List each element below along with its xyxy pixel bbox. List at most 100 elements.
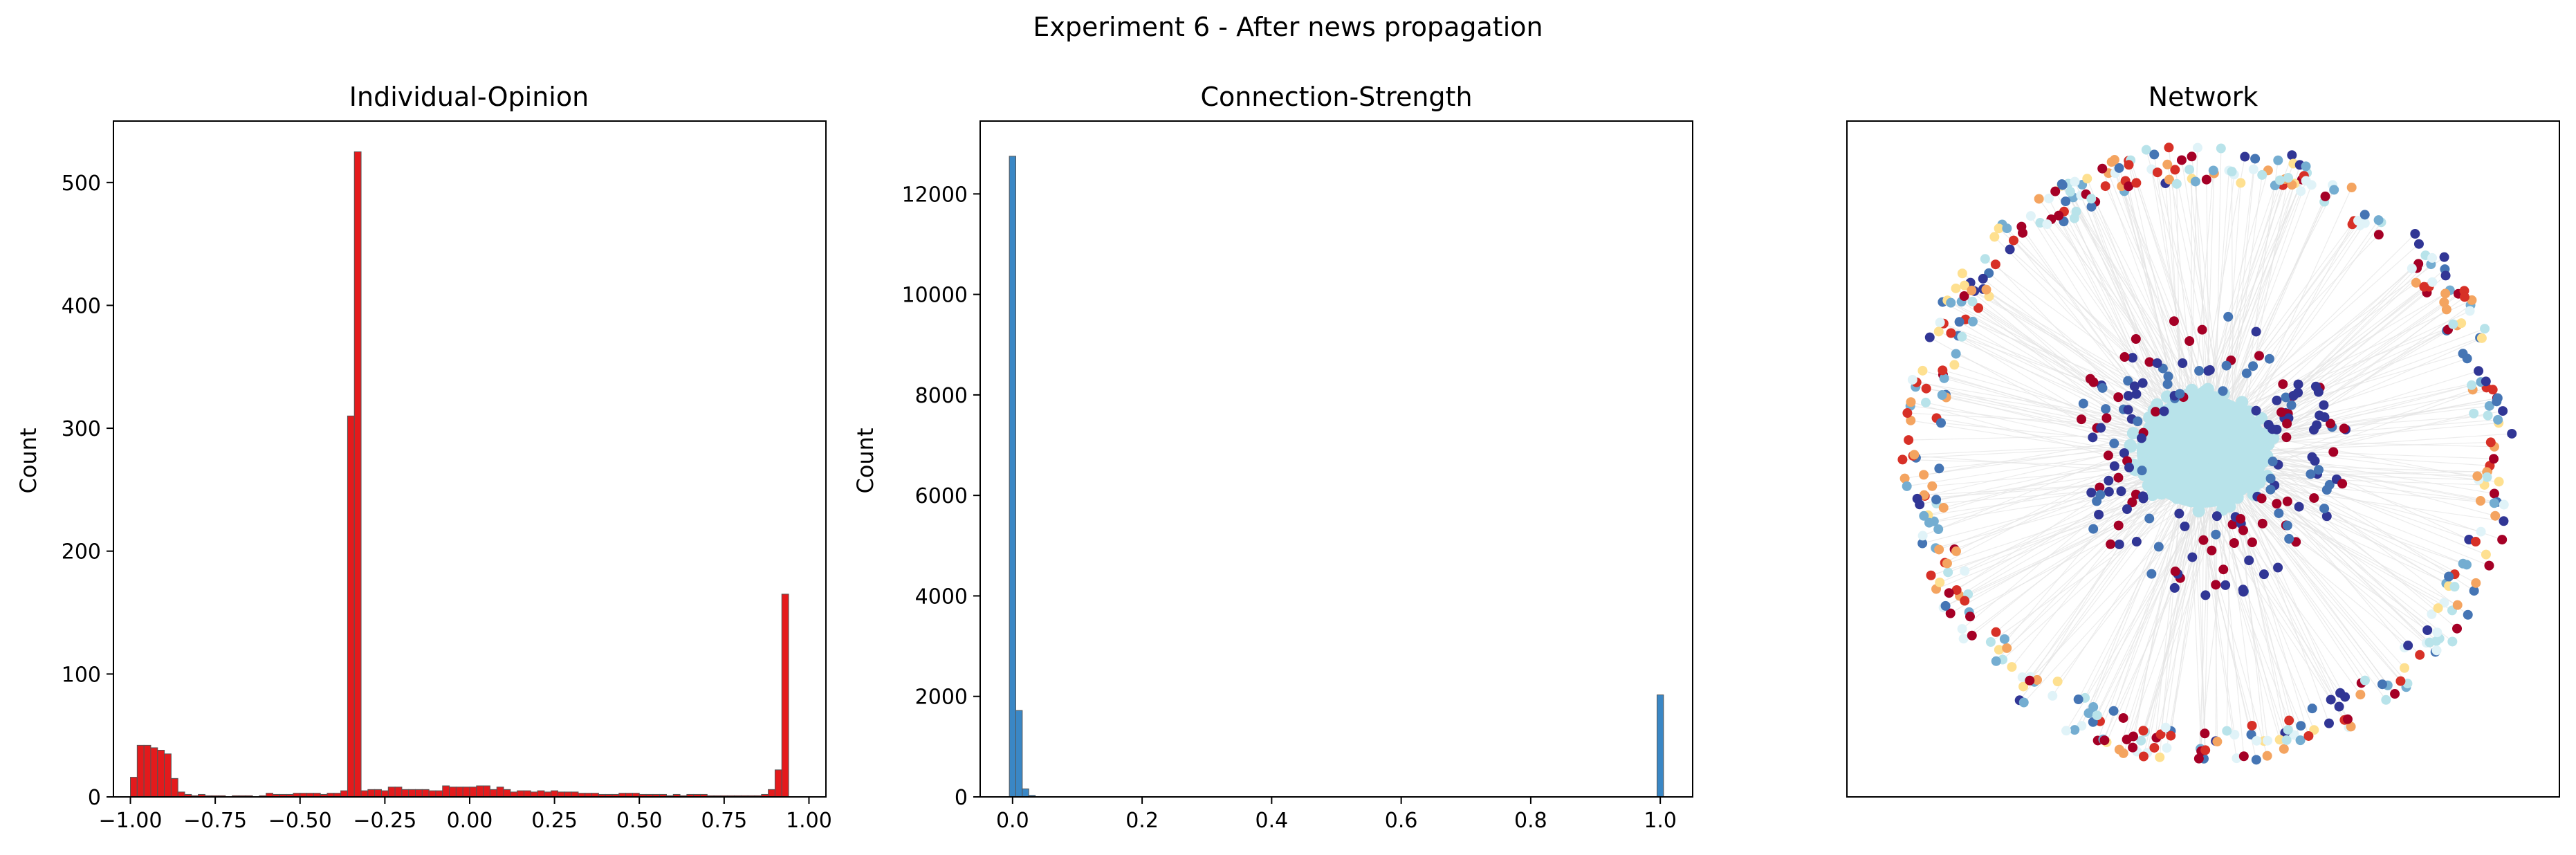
network-node bbox=[2108, 706, 2119, 716]
connection-strength-ylabel: Count bbox=[852, 428, 878, 493]
network-node bbox=[2272, 395, 2282, 405]
network-node bbox=[2265, 484, 2276, 495]
network-node bbox=[2251, 405, 2261, 416]
network-node bbox=[2086, 488, 2097, 498]
network-node bbox=[2307, 704, 2317, 714]
network-node bbox=[2113, 392, 2124, 403]
network-edge bbox=[2232, 457, 2330, 724]
network-node bbox=[2301, 176, 2311, 186]
histogram-bar bbox=[551, 790, 559, 798]
individual-opinion-ylabel: Count bbox=[15, 428, 42, 493]
network-node bbox=[2169, 316, 2179, 327]
network-node bbox=[2433, 603, 2443, 614]
network-node bbox=[1938, 502, 1949, 513]
xtick-label: 0.50 bbox=[616, 809, 663, 833]
network-node bbox=[2144, 357, 2155, 367]
network-node bbox=[2061, 196, 2071, 207]
network-node bbox=[2198, 535, 2209, 545]
network-node bbox=[1946, 297, 1956, 308]
network-node bbox=[2169, 582, 2180, 593]
network-node bbox=[2175, 389, 2185, 399]
network-node bbox=[1921, 397, 1931, 407]
network-node bbox=[2432, 627, 2442, 638]
histogram-bar bbox=[510, 791, 518, 798]
network-node bbox=[2070, 176, 2080, 187]
network-cluster-node bbox=[2184, 495, 2198, 508]
network-node bbox=[2218, 386, 2228, 396]
histogram-bar bbox=[571, 791, 579, 798]
network-node bbox=[2334, 701, 2344, 712]
histogram-bar bbox=[489, 789, 497, 798]
network-cluster-node bbox=[2146, 488, 2159, 502]
ytick-label: 200 bbox=[62, 540, 101, 564]
network-cluster-node bbox=[2218, 477, 2231, 490]
network-node bbox=[1967, 285, 1977, 295]
network-node bbox=[2221, 360, 2232, 371]
network-cluster-node bbox=[2222, 439, 2235, 452]
network-node bbox=[2494, 477, 2504, 487]
network-node bbox=[2284, 533, 2294, 544]
network-cluster-node bbox=[2173, 411, 2186, 424]
network-node bbox=[2007, 662, 2017, 672]
network-node bbox=[2078, 398, 2088, 409]
network-node bbox=[2174, 508, 2184, 519]
network-node bbox=[1994, 645, 2004, 655]
network-node bbox=[2018, 681, 2029, 692]
histogram-bar bbox=[157, 749, 165, 798]
network-node bbox=[2431, 645, 2442, 656]
xtick-label: −0.50 bbox=[268, 809, 332, 833]
network-node bbox=[1946, 328, 1956, 338]
network-cluster-node bbox=[2241, 410, 2254, 423]
network-node bbox=[2152, 167, 2162, 178]
network-node bbox=[2071, 206, 2081, 217]
network-edge bbox=[2220, 165, 2301, 447]
network-node bbox=[2263, 735, 2273, 746]
network-cluster-node bbox=[2231, 425, 2244, 438]
network-node bbox=[2476, 526, 2486, 537]
network-node bbox=[2155, 752, 2165, 762]
network-edge bbox=[2023, 479, 2220, 687]
ytick-label: 400 bbox=[62, 294, 101, 318]
histogram-bar bbox=[130, 777, 138, 798]
histogram-bar bbox=[558, 791, 565, 798]
network-node bbox=[2222, 726, 2232, 736]
network-node bbox=[1999, 634, 2009, 644]
network-node bbox=[2127, 353, 2137, 363]
network-node bbox=[2187, 151, 2197, 162]
network-node bbox=[2303, 730, 2314, 741]
network-node bbox=[2324, 718, 2334, 728]
network-node bbox=[2085, 374, 2095, 384]
network-node bbox=[2248, 164, 2258, 174]
network-cluster-node bbox=[2197, 399, 2210, 412]
histogram-bar bbox=[380, 790, 389, 798]
network-node bbox=[1943, 567, 1953, 578]
histogram-bar bbox=[415, 789, 423, 798]
network-node bbox=[2119, 352, 2130, 362]
network-node bbox=[1991, 627, 2001, 637]
network-node bbox=[2425, 637, 2435, 647]
network-node bbox=[2124, 160, 2134, 170]
network-node bbox=[2484, 560, 2494, 571]
network-node bbox=[2448, 319, 2458, 329]
network-axes-frame bbox=[1846, 120, 2560, 798]
network-node bbox=[2086, 201, 2097, 212]
network-node bbox=[2390, 689, 2400, 699]
network-node bbox=[2497, 535, 2508, 545]
network-node bbox=[2057, 180, 2068, 190]
network-node bbox=[2325, 419, 2335, 429]
histogram-bar bbox=[164, 753, 172, 798]
network-node bbox=[2223, 311, 2234, 322]
network-node bbox=[2287, 150, 2297, 160]
network-cluster-node bbox=[2146, 428, 2160, 441]
network-cluster-node bbox=[2231, 491, 2244, 504]
network-node bbox=[2407, 264, 2417, 274]
network-node bbox=[2170, 165, 2180, 175]
network-node bbox=[2238, 525, 2248, 535]
network-node bbox=[1937, 390, 1947, 401]
network-node bbox=[2444, 571, 2454, 582]
network-node bbox=[2329, 185, 2339, 195]
network-node bbox=[2400, 663, 2410, 673]
network-edge bbox=[2223, 446, 2476, 584]
network-edge bbox=[2188, 472, 2202, 752]
network-node bbox=[2475, 496, 2485, 506]
